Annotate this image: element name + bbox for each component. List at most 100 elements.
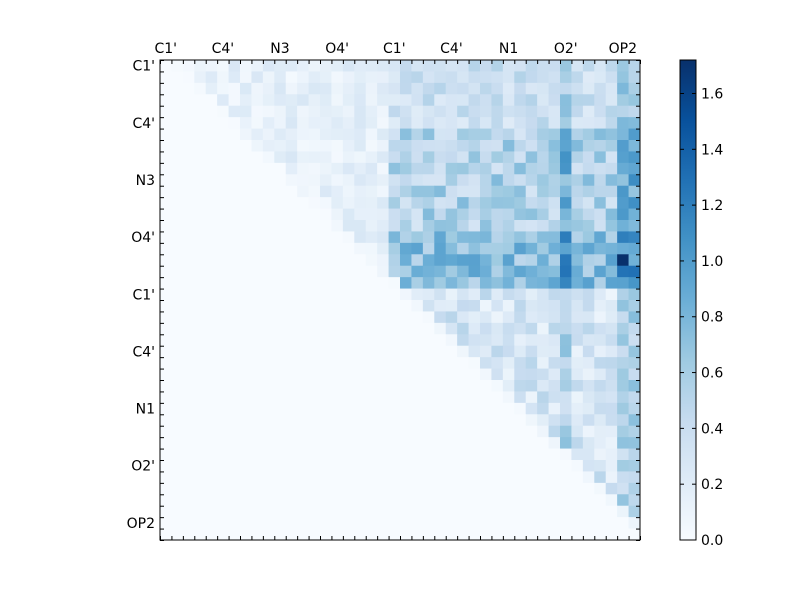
heatmap-cell <box>537 174 549 187</box>
heatmap-cell <box>251 82 264 95</box>
heatmap-cell <box>342 414 355 427</box>
heatmap-cell <box>491 505 504 518</box>
heatmap-cell <box>537 151 549 164</box>
heatmap-cell <box>285 277 298 289</box>
heatmap-cell <box>320 460 332 472</box>
heatmap-cell <box>262 357 275 369</box>
heatmap-cell <box>560 128 572 141</box>
heatmap-cell <box>354 105 367 118</box>
heatmap-cell <box>400 402 412 415</box>
heatmap-cell <box>525 528 538 541</box>
heatmap-cell <box>194 460 207 472</box>
heatmap-cell <box>240 117 252 129</box>
heatmap-cell <box>182 494 195 507</box>
heatmap-cell <box>605 140 618 152</box>
heatmap-cell <box>560 517 572 529</box>
heatmap-cell <box>228 277 241 289</box>
heatmap-cell <box>617 322 629 335</box>
heatmap-cell <box>228 140 241 152</box>
heatmap-cell <box>502 288 515 301</box>
heatmap-cell <box>217 345 229 358</box>
heatmap-cell <box>445 151 458 164</box>
heatmap-cell <box>228 254 241 267</box>
heatmap-cell <box>628 117 641 129</box>
heatmap-cell <box>171 448 184 461</box>
heatmap-cell <box>560 265 572 278</box>
heatmap-cell <box>411 528 424 541</box>
heatmap-cell <box>160 334 172 347</box>
heatmap-cell <box>320 71 332 84</box>
heatmap-cell <box>182 82 195 95</box>
heatmap-cell <box>274 482 287 495</box>
heatmap-cell <box>297 185 309 198</box>
heatmap-cell <box>548 391 561 404</box>
heatmap-cell <box>525 185 538 198</box>
heatmap-cell <box>411 357 424 369</box>
heatmap-cell <box>502 414 515 427</box>
heatmap-cell <box>525 140 538 152</box>
heatmap-cell <box>480 220 492 232</box>
heatmap-cell <box>411 277 424 289</box>
heatmap-cell <box>525 174 538 187</box>
heatmap-cell <box>560 494 572 507</box>
heatmap-cell <box>411 94 424 107</box>
heatmap-cell <box>354 242 367 255</box>
heatmap-cell <box>388 460 401 472</box>
heatmap-cell <box>434 231 447 244</box>
colorbar-tick-label: 1.2 <box>701 198 723 214</box>
heatmap-cell <box>228 391 241 404</box>
heatmap-cell <box>594 151 607 164</box>
heatmap-cell <box>560 505 572 518</box>
heatmap-cell <box>331 505 344 518</box>
heatmap-cell <box>457 402 469 415</box>
heatmap-cell <box>628 197 641 209</box>
heatmap-cell <box>594 71 607 84</box>
heatmap-cell <box>365 208 378 221</box>
heatmap-cell <box>274 517 287 529</box>
heatmap-cell <box>480 265 492 278</box>
heatmap-cell <box>434 357 447 369</box>
heatmap-cell <box>605 162 618 175</box>
heatmap-cell <box>354 300 367 312</box>
heatmap-cell <box>548 277 561 289</box>
heatmap-cell <box>228 288 241 301</box>
heatmap-cell <box>548 117 561 129</box>
heatmap-cell <box>182 322 195 335</box>
heatmap-cell <box>182 94 195 107</box>
heatmap-cell <box>411 162 424 175</box>
heatmap-cell <box>308 471 321 484</box>
heatmap-cell <box>160 220 172 232</box>
heatmap-cell <box>297 197 309 209</box>
heatmap-cell <box>491 402 504 415</box>
heatmap-cell <box>571 517 584 529</box>
heatmap-cell <box>514 345 527 358</box>
heatmap-cell <box>388 494 401 507</box>
heatmap-cell <box>445 380 458 392</box>
heatmap-cell <box>377 448 389 461</box>
heatmap-cell <box>548 311 561 324</box>
heatmap-cell <box>628 300 641 312</box>
heatmap-cell <box>171 517 184 529</box>
heatmap-cell <box>502 448 515 461</box>
heatmap-cell <box>537 82 549 95</box>
heatmap-cell <box>571 60 584 72</box>
heatmap-cell <box>285 242 298 255</box>
heatmap-cell <box>468 231 481 244</box>
heatmap-cell <box>571 311 584 324</box>
heatmap-cell <box>182 380 195 392</box>
heatmap-cell <box>537 71 549 84</box>
heatmap-cell <box>582 151 595 164</box>
heatmap-cell <box>502 322 515 335</box>
heatmap-cell <box>468 254 481 267</box>
heatmap-cell <box>582 345 595 358</box>
heatmap-cell <box>468 448 481 461</box>
heatmap-cell <box>342 380 355 392</box>
heatmap-cell <box>480 368 492 381</box>
heatmap-cell <box>320 402 332 415</box>
heatmap-cell <box>537 162 549 175</box>
heatmap-cell <box>342 220 355 232</box>
heatmap-cell <box>320 300 332 312</box>
heatmap-cell <box>560 94 572 107</box>
heatmap-cell <box>571 162 584 175</box>
heatmap-cell <box>434 482 447 495</box>
